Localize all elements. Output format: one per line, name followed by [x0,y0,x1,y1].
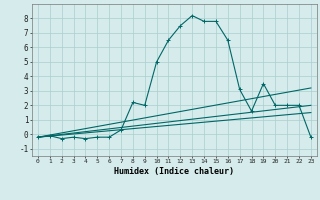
X-axis label: Humidex (Indice chaleur): Humidex (Indice chaleur) [115,167,234,176]
